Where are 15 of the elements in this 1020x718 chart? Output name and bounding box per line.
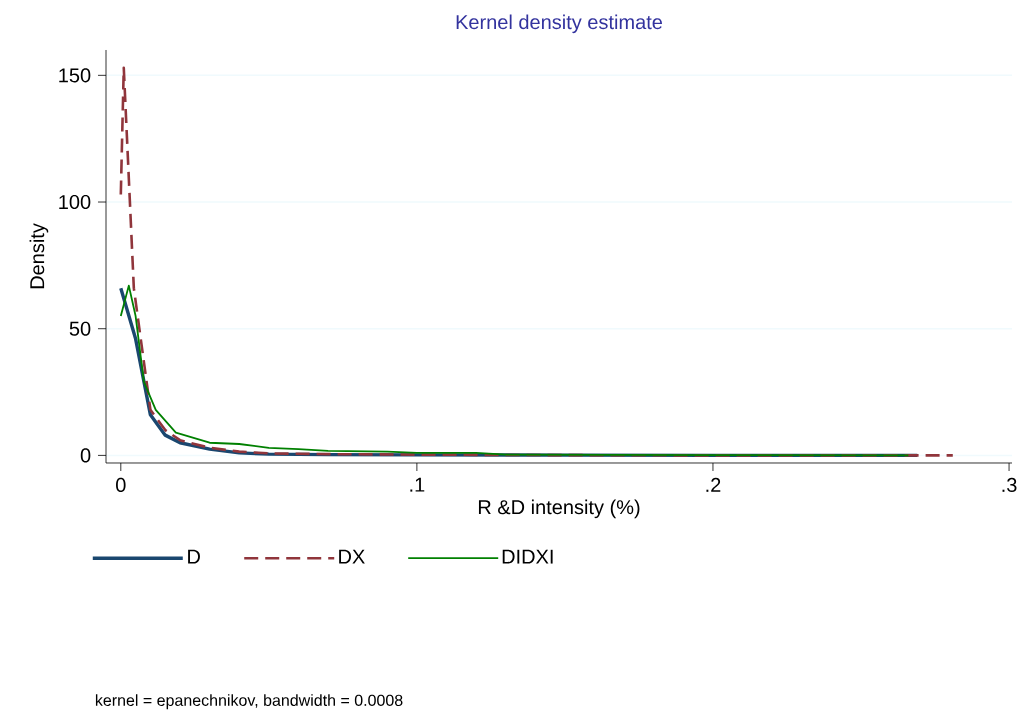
legend-label: D	[188, 549, 200, 564]
x-tick-label: 0	[116, 477, 126, 493]
x-tick-label: .1	[410, 477, 425, 492]
legend-label: DX	[339, 549, 365, 564]
chart-title: Kernel density estimate	[456, 14, 663, 34]
y-axis-title: Density	[29, 223, 49, 289]
y-tick-label: 0	[80, 448, 91, 463]
x-tick-label: .3	[1002, 477, 1017, 493]
text: kernel = epanechnikov, bandwidth = 0.0008	[95, 694, 403, 710]
y-tick-label: 100	[59, 194, 91, 210]
y-tick-label: 150	[59, 68, 91, 83]
y-tick-label: 50	[69, 321, 91, 336]
x-axis-title: R &D intensity (%)	[478, 499, 640, 519]
x-tick-label: .2	[706, 477, 721, 492]
legend-label: DIDXI	[502, 549, 553, 564]
